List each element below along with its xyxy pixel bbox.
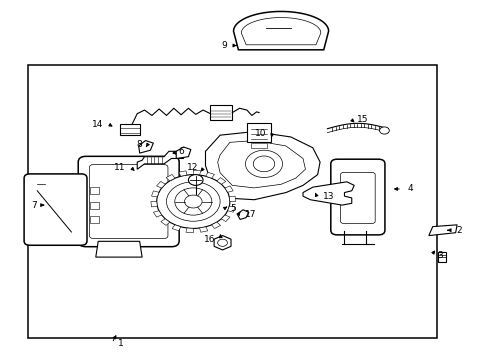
Text: 9: 9 xyxy=(221,41,227,50)
Polygon shape xyxy=(303,182,353,205)
Polygon shape xyxy=(224,186,233,192)
Bar xyxy=(27,65,436,338)
Polygon shape xyxy=(185,228,193,233)
Circle shape xyxy=(217,239,227,246)
Polygon shape xyxy=(205,132,320,200)
Text: 13: 13 xyxy=(322,192,333,201)
Text: 5: 5 xyxy=(229,204,235,213)
Polygon shape xyxy=(151,191,159,197)
FancyBboxPatch shape xyxy=(340,172,374,224)
FancyBboxPatch shape xyxy=(89,165,167,238)
Text: 7: 7 xyxy=(31,201,37,210)
FancyBboxPatch shape xyxy=(24,174,87,245)
Polygon shape xyxy=(179,171,186,176)
Bar xyxy=(90,202,99,209)
Bar xyxy=(246,123,271,142)
Bar xyxy=(90,187,99,194)
Text: 8: 8 xyxy=(136,140,142,149)
Polygon shape xyxy=(172,225,181,231)
Polygon shape xyxy=(205,172,214,178)
Text: 1: 1 xyxy=(118,339,123,348)
Polygon shape xyxy=(166,175,175,181)
Text: 11: 11 xyxy=(113,163,125,172)
Text: 3: 3 xyxy=(436,251,442,260)
Text: 12: 12 xyxy=(186,163,198,172)
Circle shape xyxy=(379,127,388,134)
Text: 6: 6 xyxy=(178,147,184,156)
Polygon shape xyxy=(199,227,207,232)
Circle shape xyxy=(166,182,220,221)
Circle shape xyxy=(174,188,211,215)
Polygon shape xyxy=(193,170,200,175)
Polygon shape xyxy=(214,235,230,250)
Text: 17: 17 xyxy=(244,210,256,219)
Polygon shape xyxy=(139,140,153,153)
Bar xyxy=(210,105,232,120)
Polygon shape xyxy=(428,225,456,235)
Polygon shape xyxy=(216,177,225,184)
Polygon shape xyxy=(237,210,248,220)
Polygon shape xyxy=(229,196,235,202)
FancyBboxPatch shape xyxy=(78,156,179,247)
Polygon shape xyxy=(96,241,142,257)
FancyBboxPatch shape xyxy=(330,159,384,235)
Polygon shape xyxy=(217,140,305,188)
Polygon shape xyxy=(151,202,157,207)
Circle shape xyxy=(245,150,282,177)
Circle shape xyxy=(188,175,203,185)
Polygon shape xyxy=(241,18,320,45)
Circle shape xyxy=(157,175,229,228)
Text: 2: 2 xyxy=(456,226,461,235)
Polygon shape xyxy=(176,147,190,158)
Polygon shape xyxy=(161,219,169,225)
Circle shape xyxy=(253,156,274,172)
Bar xyxy=(437,252,446,262)
Bar xyxy=(120,124,140,135)
Text: 15: 15 xyxy=(356,114,367,123)
Polygon shape xyxy=(221,215,229,221)
Polygon shape xyxy=(233,12,328,50)
Polygon shape xyxy=(227,206,235,212)
Polygon shape xyxy=(153,211,162,217)
Bar xyxy=(90,216,99,223)
Circle shape xyxy=(184,195,202,208)
Text: 16: 16 xyxy=(203,235,215,244)
Text: 14: 14 xyxy=(92,120,103,129)
Polygon shape xyxy=(211,222,220,229)
Text: 10: 10 xyxy=(254,129,266,138)
Text: 4: 4 xyxy=(407,184,413,193)
Polygon shape xyxy=(137,151,183,169)
Bar xyxy=(250,143,267,148)
Polygon shape xyxy=(156,181,165,188)
